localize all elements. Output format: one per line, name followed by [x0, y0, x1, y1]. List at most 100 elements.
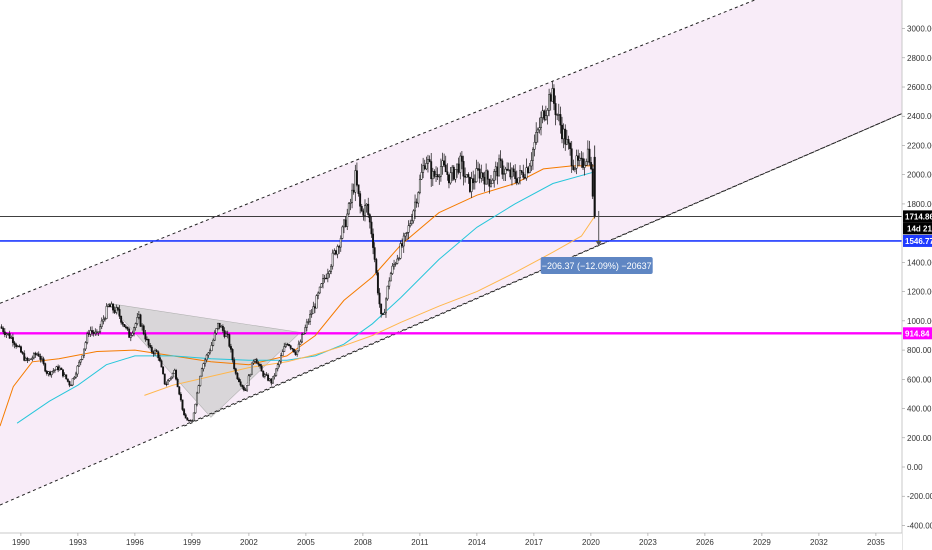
candle-body: [385, 298, 387, 314]
channel-upper-line[interactable]: [0, 0, 804, 304]
candle-body: [326, 273, 329, 279]
time-axis[interactable]: 1990 1993 1996 1999 2002 2005 2008 2011 2014 2017…: [0, 532, 902, 550]
price-tick-label: 3000.00: [907, 25, 932, 34]
candle-body: [346, 213, 349, 227]
candle-body: [381, 313, 384, 315]
candle-body: [252, 361, 255, 364]
moving-average-line[interactable]: [0, 165, 595, 427]
candle-body: [39, 356, 42, 360]
candle-body: [472, 178, 475, 184]
candle-body: [13, 342, 16, 345]
candle-body: [163, 373, 166, 385]
candle-body: [76, 365, 79, 375]
candle-body: [543, 110, 546, 120]
candle-body: [436, 174, 439, 177]
candle-body: [304, 327, 307, 334]
candle-body: [171, 372, 174, 378]
candle-body: [446, 171, 449, 175]
candle-body: [378, 292, 381, 305]
candle-body: [178, 386, 181, 395]
candle-body: [294, 351, 297, 355]
candle-body: [183, 409, 186, 416]
candle-body: [591, 168, 594, 197]
price-tags: 1714.86 1546.77 914.84 14d 21h: [903, 210, 932, 340]
candle-body: [221, 326, 224, 331]
candle-body: [362, 210, 365, 216]
candle-body: [540, 117, 542, 128]
candle-body: [81, 355, 84, 360]
candle-body: [34, 353, 37, 356]
candles[interactable]: [0, 80, 596, 422]
candle-body: [448, 174, 450, 184]
candle-body: [105, 306, 108, 319]
time-tick-label: 1999: [183, 538, 201, 547]
candle-body: [573, 167, 576, 170]
candle-body: [179, 393, 182, 401]
candle-body: [142, 325, 145, 335]
time-tick-label: 2035: [867, 538, 885, 547]
candle-body: [225, 333, 228, 337]
candle-body: [218, 322, 221, 328]
candle-body: [457, 163, 460, 173]
candle-body: [137, 314, 140, 318]
candle-body: [210, 345, 213, 352]
candle-body: [488, 178, 491, 187]
candle-body: [373, 247, 376, 260]
candle-body: [92, 331, 95, 334]
candle-body: [364, 205, 366, 216]
price-tag: [903, 234, 932, 247]
candle-body: [393, 263, 396, 267]
candle-body: [226, 333, 229, 336]
candle-body: [149, 344, 152, 348]
candle-body: [336, 246, 339, 255]
candle-body: [438, 176, 441, 178]
candle-body: [376, 272, 379, 294]
candle-body: [512, 168, 515, 173]
candle-body: [339, 238, 342, 248]
candle-body: [588, 148, 591, 163]
measure-label-box[interactable]: [540, 256, 653, 274]
candle-body: [125, 326, 127, 328]
candle-body: [270, 378, 273, 384]
candle-body: [113, 309, 116, 313]
candle-body: [515, 178, 518, 184]
plot-area[interactable]: −206.37 (−12.09%) −20637: [0, 0, 903, 506]
candle-body: [250, 362, 253, 375]
plot-content: −206.37 (−12.09%) −20637: [0, 0, 903, 506]
candle-body: [519, 170, 521, 179]
candle-body: [45, 370, 48, 374]
candle-body: [399, 243, 402, 259]
candle-body: [388, 280, 391, 287]
price-axis[interactable]: 3000.00 2800.00 2600.00 2400.00 2200.00 2000.…: [901, 0, 932, 550]
candle-body: [58, 367, 61, 371]
measure-arrow: [595, 240, 602, 246]
candle-body: [410, 220, 413, 224]
candle-body: [129, 335, 132, 338]
candle-body: [236, 373, 239, 380]
candle-body: [417, 192, 420, 204]
candle-body: [170, 376, 173, 380]
candle-body: [477, 168, 479, 170]
price-tick-label: 2000.00: [907, 171, 932, 180]
time-tick-label: 1990: [12, 538, 30, 547]
candle-body: [333, 250, 336, 254]
moving-average-line[interactable]: [144, 216, 596, 396]
candle-body: [189, 420, 192, 422]
candle-body: [583, 164, 586, 168]
candle-body: [349, 202, 352, 204]
channel-lower-line[interactable]: [0, 112, 903, 506]
candle-body: [131, 332, 134, 336]
candle-body: [439, 166, 442, 177]
candle-body: [223, 330, 226, 337]
candle-body: [283, 346, 286, 352]
candle-body: [347, 203, 350, 215]
candle-body: [239, 381, 242, 386]
candle-body: [65, 374, 68, 380]
candle-body: [231, 349, 234, 361]
candle-body: [483, 176, 486, 185]
candle-body: [15, 344, 18, 347]
candle-body: [325, 277, 328, 280]
candle-body: [271, 376, 274, 384]
candle-body: [3, 331, 6, 335]
